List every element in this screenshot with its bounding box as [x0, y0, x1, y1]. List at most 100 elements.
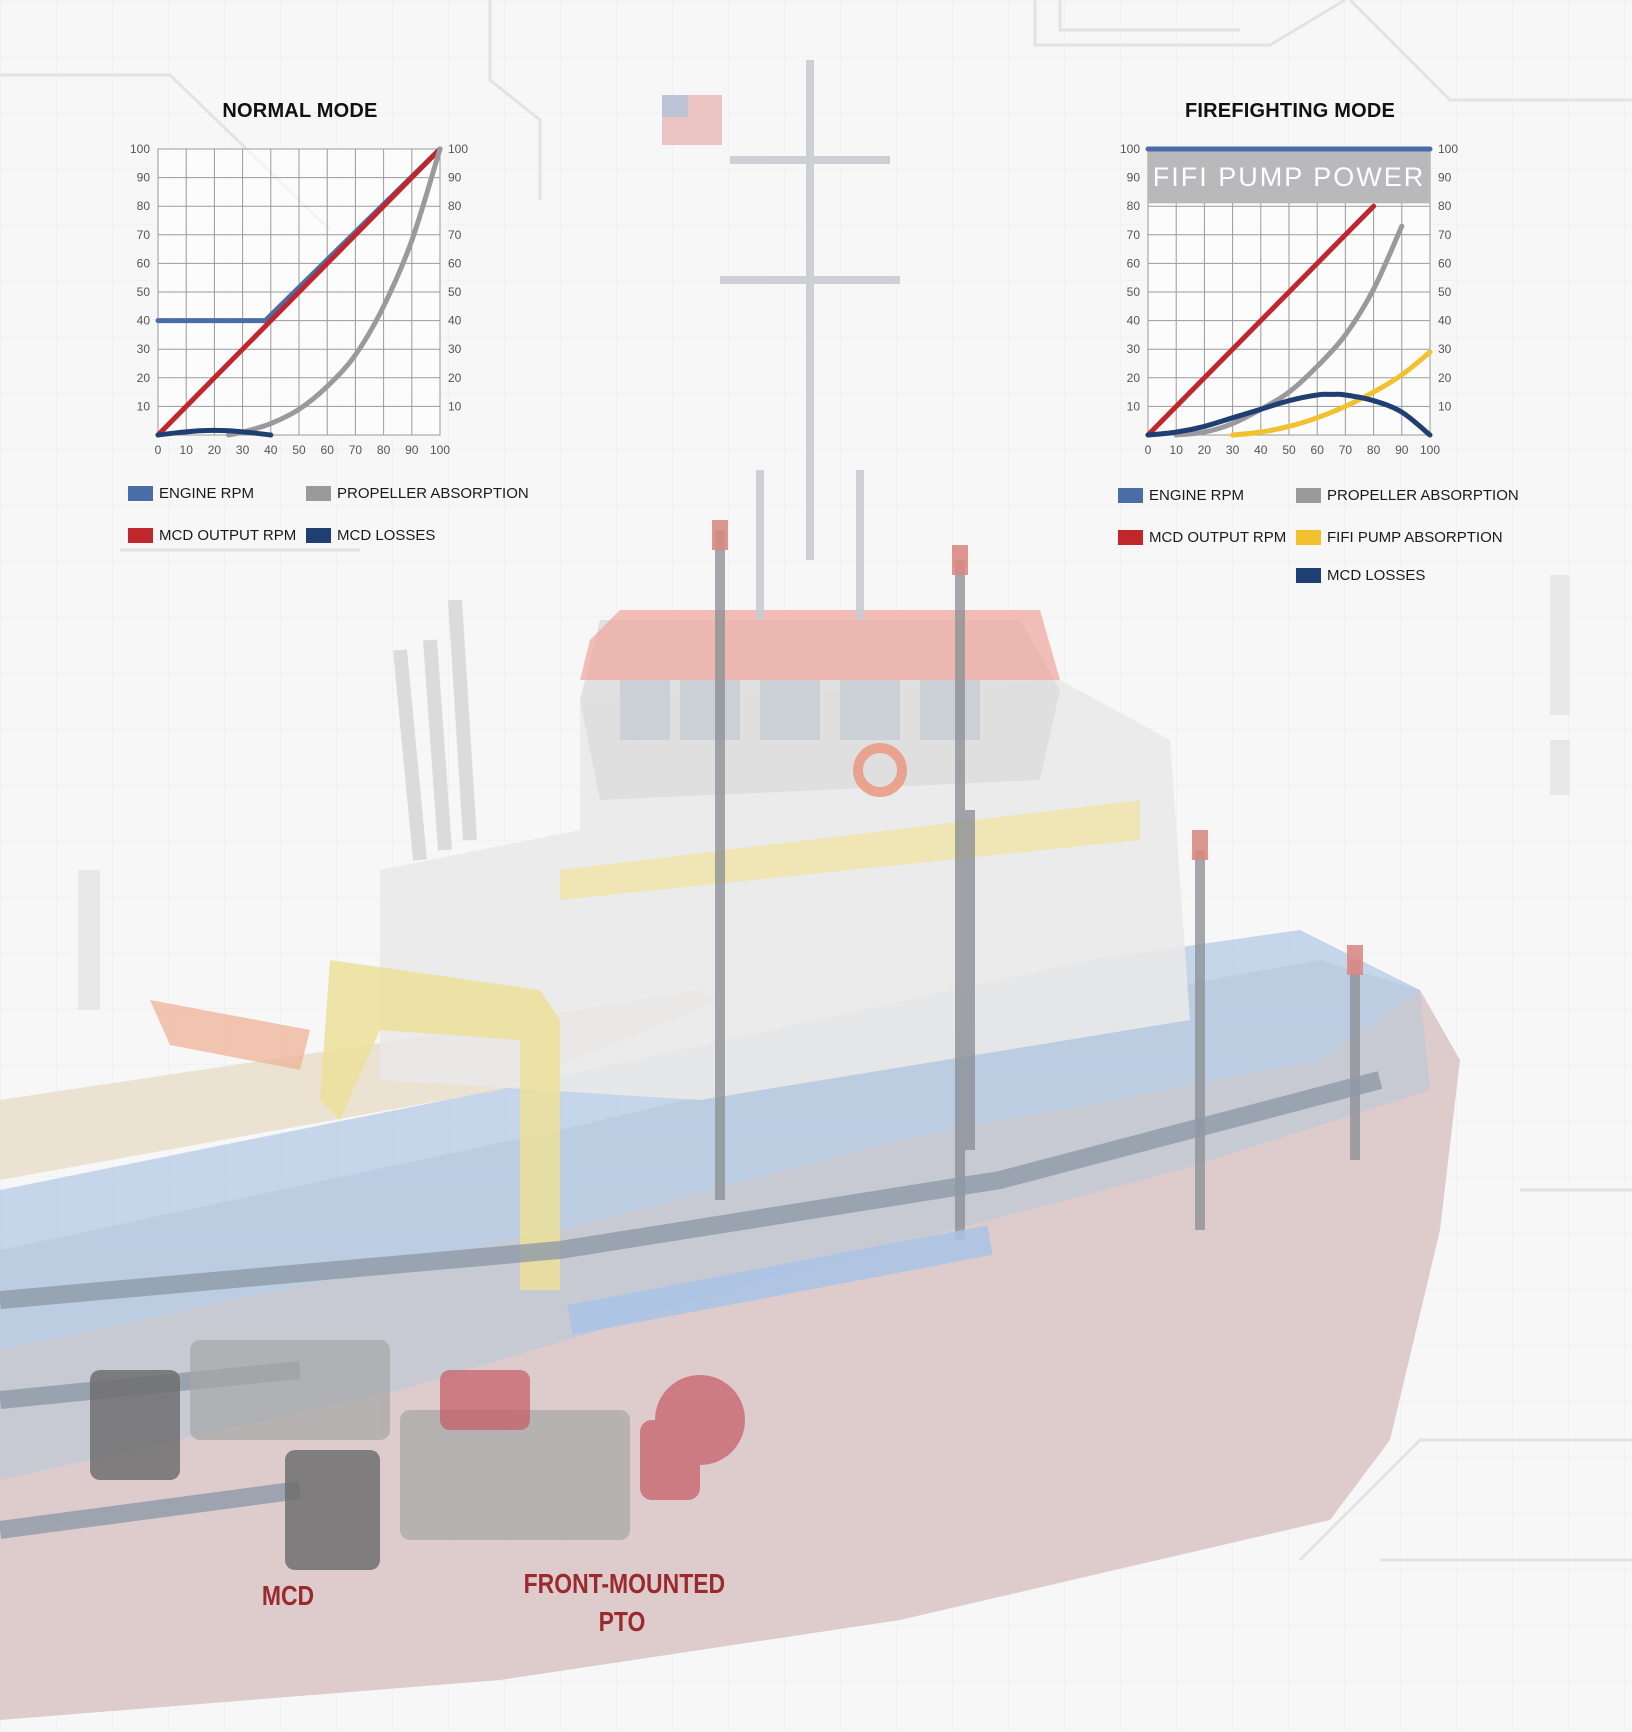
series-mcd-output-rpm-line	[155, 146, 443, 438]
x-tick-label: 0	[155, 443, 162, 457]
x-tick-label: 20	[1198, 443, 1212, 457]
x-tick-label: 100	[1420, 443, 1440, 457]
x-tick-label: 80	[1367, 443, 1381, 457]
y-tick-label-left: 70	[137, 228, 151, 242]
x-tick-label: 0	[1145, 443, 1152, 457]
firefighting-mode-chart: FIFI PUMP POWER 0 10 20 30 40 50 60 70 80 90 100 10 2…	[1120, 142, 1458, 457]
propeller-absorption-swatch	[306, 486, 331, 501]
y-tick-label-right: 50	[1438, 285, 1452, 299]
series-mcd-losses-line	[1145, 391, 1433, 438]
front-mounted-pto-label-line2: PTO	[598, 1606, 646, 1637]
y-tick-label-right: 60	[448, 256, 462, 270]
y-tick-label-right: 60	[1438, 256, 1452, 270]
y-tick-label-right: 90	[448, 171, 462, 185]
y-tick-label-left: 60	[137, 256, 151, 270]
legend-label: MCD LOSSES	[1327, 567, 1426, 584]
y-tick-label-right: 100	[448, 142, 468, 156]
y-tick-label-left: 30	[137, 342, 151, 356]
mcd-output-rpm-swatch	[128, 528, 153, 543]
legend-label: ENGINE RPM	[159, 485, 255, 502]
legend-propeller-absorption: PROPELLER ABSORPTION	[306, 485, 529, 502]
fifi-pump-power-band: FIFI PUMP POWER	[1148, 149, 1430, 204]
y-tick-label-right: 40	[1438, 314, 1452, 328]
y-tick-label-right: 30	[448, 342, 462, 356]
y-tick-label-left: 100	[130, 142, 150, 156]
y-tick-label-right: 20	[1438, 371, 1452, 385]
x-tick-label: 30	[1226, 443, 1240, 457]
x-tick-label: 90	[405, 443, 419, 457]
legend-fifi-pump-absorption: FIFI PUMP ABSORPTION	[1296, 529, 1503, 546]
y-tick-label-left: 20	[137, 371, 151, 385]
y-tick-label-right: 30	[1438, 342, 1452, 356]
y-tick-label-right: 80	[448, 199, 462, 213]
fifi-pump-power-box	[1148, 149, 1430, 204]
x-tick-label: 10	[1170, 443, 1184, 457]
y-tick-label-right: 20	[448, 371, 462, 385]
propeller-absorption-swatch	[1296, 488, 1321, 503]
y-tick-label-right: 100	[1438, 142, 1458, 156]
normal-mode-chart: 0 10 20 30 40 50 60 70 80 90 100 10 20 30 40 50 60 70 80 90…	[130, 142, 468, 457]
x-tick-label: 100	[430, 443, 450, 457]
legend-label: ENGINE RPM	[1149, 487, 1245, 504]
mcd-label: MCD	[261, 1580, 315, 1611]
legend-engine-rpm: ENGINE RPM	[128, 485, 254, 502]
legend-label: MCD OUTPUT RPM	[1149, 529, 1287, 546]
y-tick-label-left: 100	[1120, 142, 1140, 156]
x-tick-label: 30	[236, 443, 250, 457]
engine-rpm-swatch	[1118, 488, 1143, 503]
legend-label: MCD OUTPUT RPM	[159, 527, 297, 544]
y-tick-label-right: 40	[448, 314, 462, 328]
legend-mcd-losses: MCD LOSSES	[1296, 567, 1425, 584]
x-tick-label: 40	[1254, 443, 1268, 457]
y-tick-label-right: 90	[1438, 171, 1452, 185]
legend-mcd-output-rpm: MCD OUTPUT RPM	[128, 527, 296, 544]
legend-engine-rpm: ENGINE RPM	[1118, 487, 1244, 504]
y-tick-label-left: 50	[1127, 285, 1141, 299]
x-tick-label: 70	[1339, 443, 1353, 457]
x-tick-label: 70	[349, 443, 363, 457]
series-mcd-output-rpm-line	[1145, 203, 1377, 438]
series-propeller-absorption-line	[226, 146, 443, 438]
y-tick-label-left: 70	[1127, 228, 1141, 242]
series-propeller-absorption-line	[1173, 223, 1405, 438]
legend-mcd-output-rpm: MCD OUTPUT RPM	[1118, 529, 1286, 546]
y-tick-label-left: 90	[1127, 171, 1141, 185]
engine-rpm-swatch	[128, 486, 153, 501]
y-tick-label-left: 40	[1127, 314, 1141, 328]
x-tick-label: 50	[292, 443, 306, 457]
y-tick-label-left: 60	[1127, 256, 1141, 270]
y-tick-label-left: 30	[1127, 342, 1141, 356]
legend-propeller-absorption: PROPELLER ABSORPTION	[1296, 487, 1519, 504]
firefighting-mode-title: FIREFIGHTING MODE	[1184, 100, 1396, 122]
legend-label: PROPELLER ABSORPTION	[337, 485, 529, 502]
x-tick-label: 10	[180, 443, 194, 457]
x-tick-label: 80	[377, 443, 391, 457]
y-tick-label-left: 90	[137, 171, 151, 185]
y-tick-label-left: 80	[1127, 199, 1141, 213]
x-tick-label: 60	[1311, 443, 1325, 457]
y-tick-label-left: 10	[1127, 399, 1141, 413]
y-tick-label-right: 70	[448, 228, 462, 242]
mcd-losses-swatch	[1296, 568, 1321, 583]
y-tick-label-left: 80	[137, 199, 151, 213]
normal-mode-title: NORMAL MODE	[222, 100, 378, 122]
tick-labels: 0 10 20 30 40 50 60 70 80 90 100 10 20 30 40 50 60 70 80 90…	[130, 142, 468, 457]
series-fifi-pump-absorption-line	[1230, 349, 1433, 438]
mcd-output-rpm-swatch	[1118, 530, 1143, 545]
front-mounted-pto-label-line1: FRONT-MOUNTED	[523, 1568, 726, 1599]
y-tick-label-right: 80	[1438, 199, 1452, 213]
fifi-pump-absorption-swatch	[1296, 530, 1321, 545]
series-mcd-losses-line	[155, 427, 274, 438]
legend-label: PROPELLER ABSORPTION	[1327, 487, 1519, 504]
y-tick-label-right: 70	[1438, 228, 1452, 242]
y-tick-label-right: 10	[448, 399, 462, 413]
x-tick-label: 90	[1395, 443, 1409, 457]
legend-label: FIFI PUMP ABSORPTION	[1327, 529, 1503, 546]
y-tick-label-left: 40	[137, 314, 151, 328]
fifi-pump-power-label: FIFI PUMP POWER	[1153, 162, 1426, 192]
x-tick-label: 60	[321, 443, 335, 457]
legend-label: MCD LOSSES	[337, 527, 436, 544]
mcd-losses-swatch	[306, 528, 331, 543]
y-tick-label-right: 50	[448, 285, 462, 299]
tick-labels: 0 10 20 30 40 50 60 70 80 90 100 10 20 30 40 50 60 70 80 90…	[1120, 142, 1458, 457]
